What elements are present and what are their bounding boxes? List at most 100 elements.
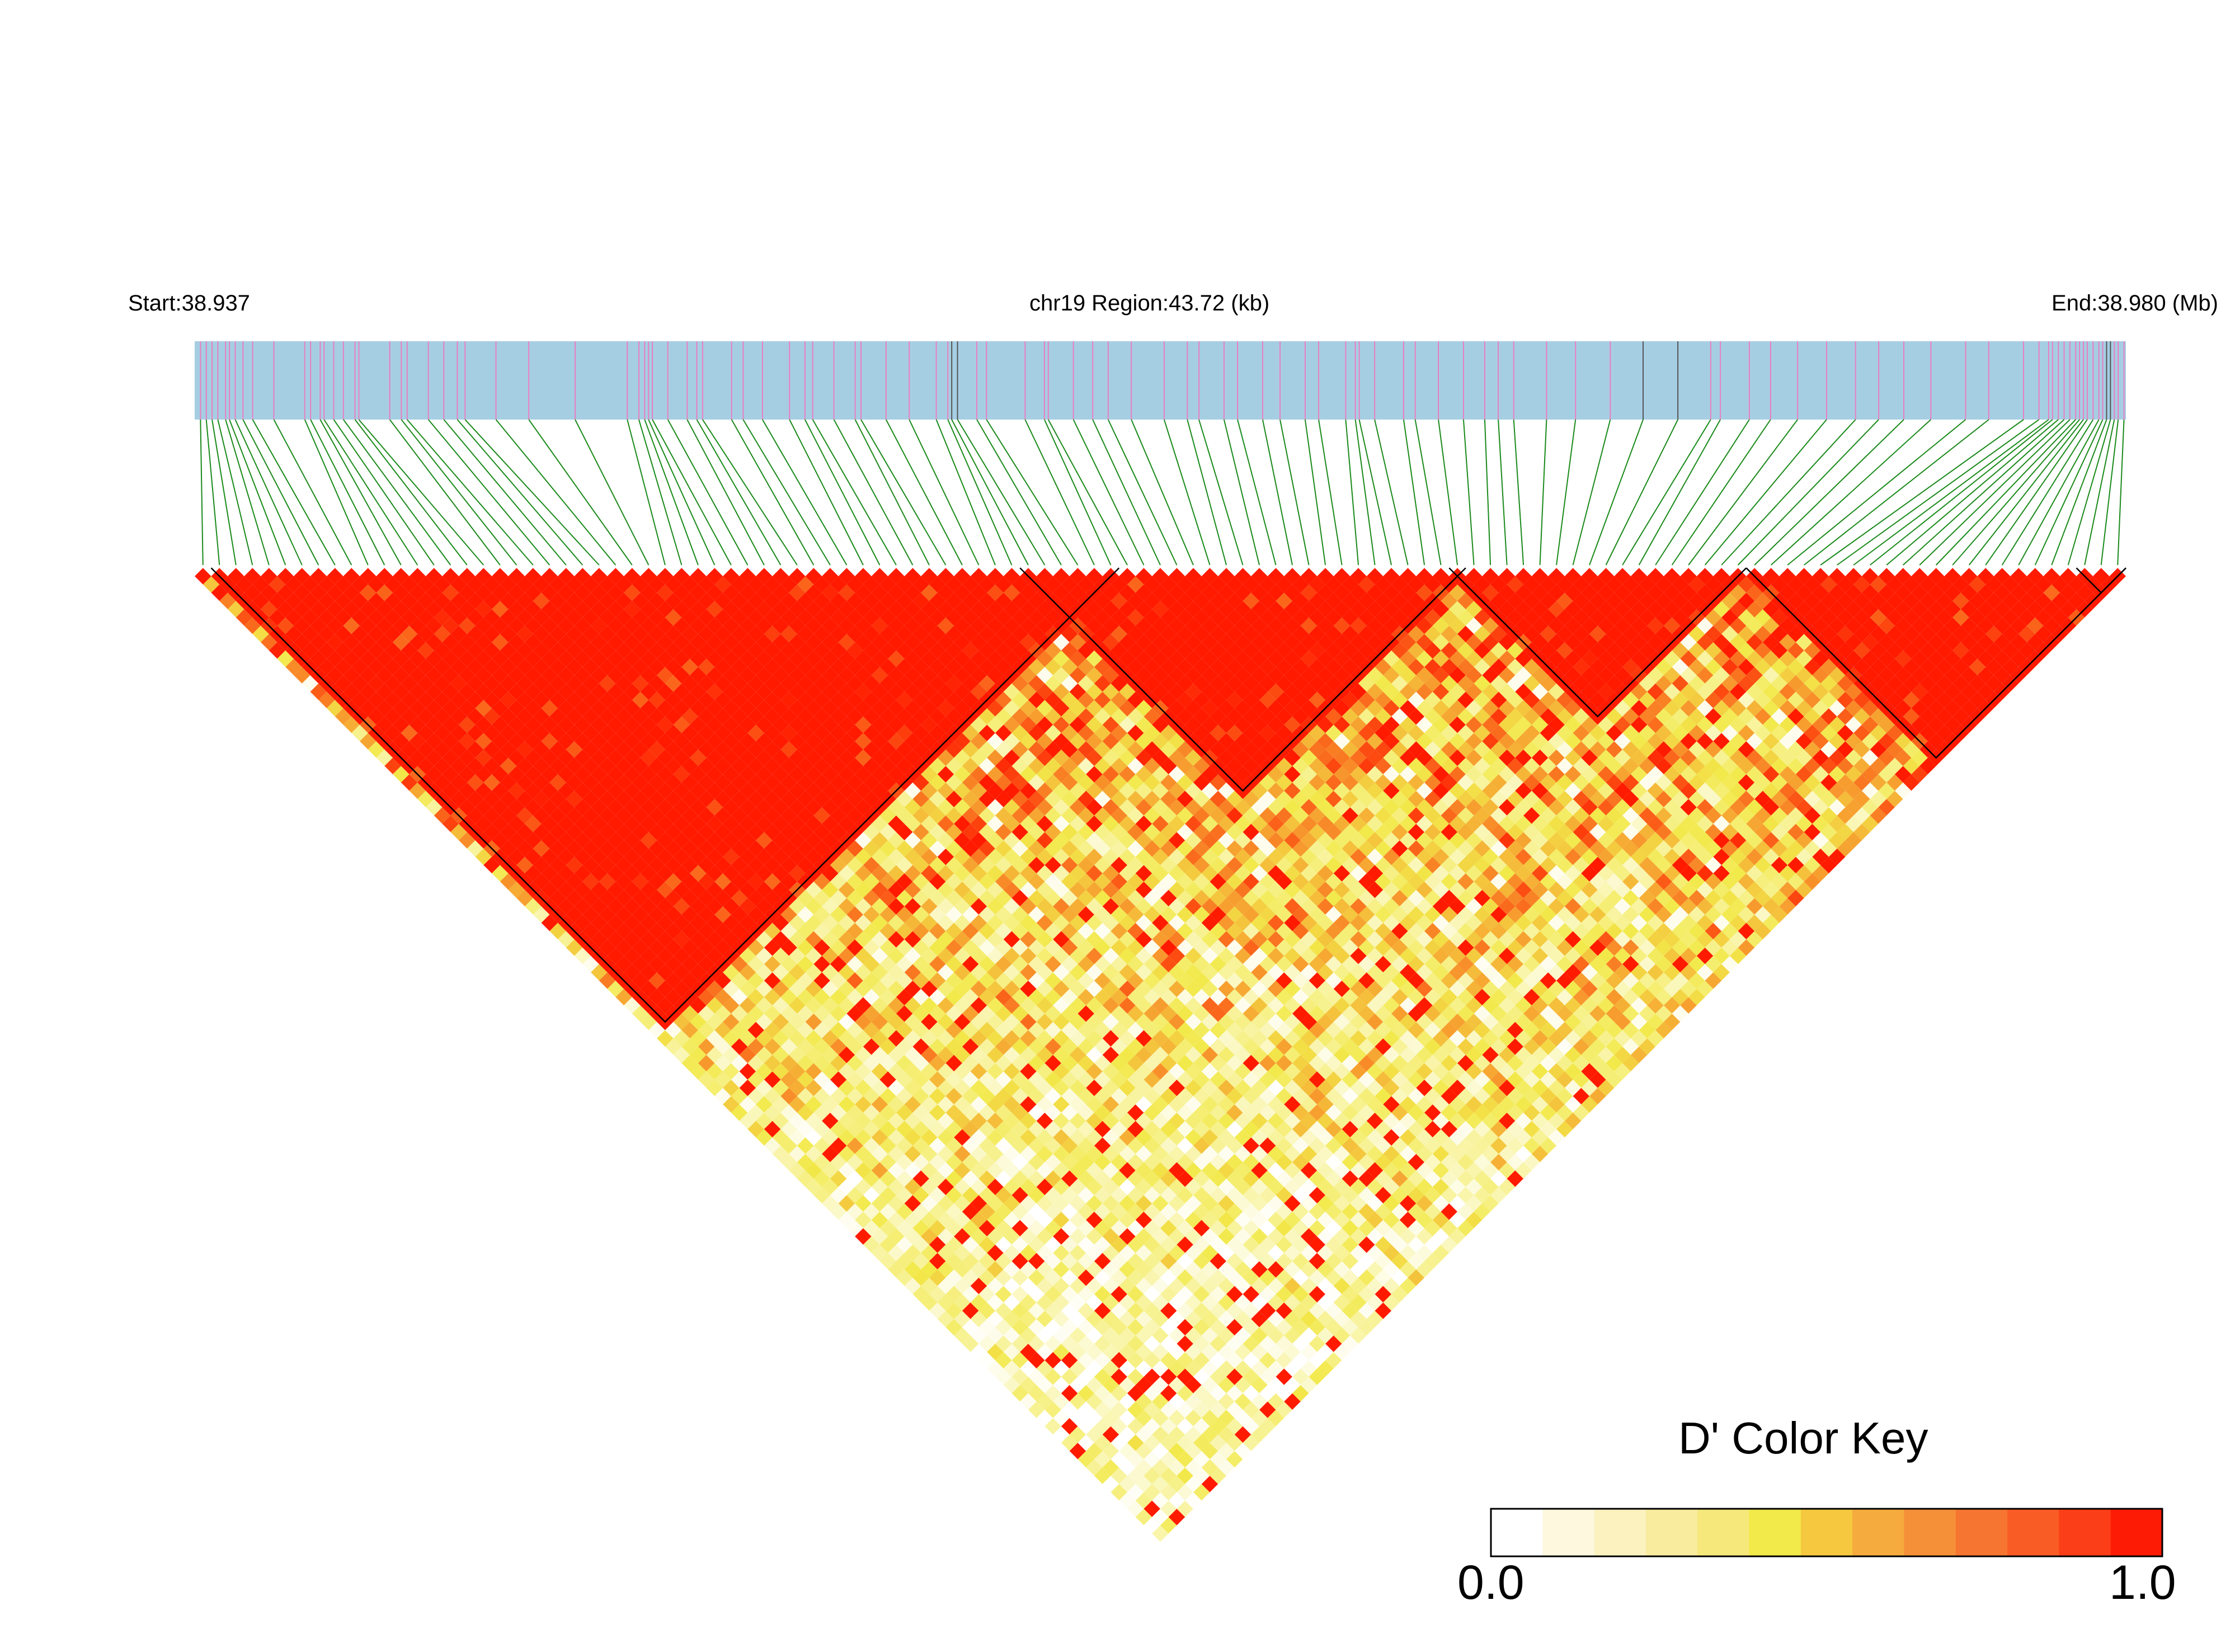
ld-cell (1020, 1244, 1037, 1262)
ld-cell (995, 1368, 1012, 1385)
snp-connector-line (627, 419, 666, 566)
ld-cell (467, 840, 484, 857)
ld-cell (1127, 1302, 1144, 1319)
ld-cell (450, 592, 467, 610)
ld-cell (1011, 1170, 1028, 1187)
ld-cell (838, 947, 855, 964)
ld-cell (756, 898, 773, 915)
ld-cell (978, 1170, 995, 1187)
snp-connector-line (976, 419, 1062, 566)
ld-cell (500, 741, 517, 758)
ld-cell (978, 1236, 995, 1253)
ld-cell (871, 1079, 888, 1096)
ld-cell (442, 815, 459, 832)
ld-cell (954, 1261, 971, 1278)
ld-cell (673, 1013, 690, 1030)
ld-cell (492, 865, 509, 882)
ld-cell (1193, 1467, 1210, 1484)
ld-cell (516, 856, 533, 874)
ld-cell (879, 1203, 896, 1220)
ld-cell (937, 1294, 954, 1311)
ld-cell (360, 667, 377, 684)
ld-cell (954, 1327, 971, 1344)
ld-cell (516, 708, 533, 725)
ld-cell (442, 601, 459, 618)
ld-cell (393, 584, 410, 601)
snp-connector-line (1539, 419, 1547, 566)
ld-cell (822, 1096, 839, 1113)
ld-cell (475, 700, 492, 717)
ld-cell (1020, 1327, 1037, 1344)
ld-cell (739, 1046, 756, 1063)
ld-cell (1135, 1393, 1152, 1410)
ld-cell (1003, 1261, 1020, 1278)
ld-cell (417, 675, 434, 692)
ld-cell (690, 848, 707, 865)
ld-cell (541, 799, 558, 816)
ld-cell (789, 1096, 806, 1113)
ld-cell (756, 1030, 773, 1047)
ld-cell (1193, 1335, 1210, 1352)
ld-cell (888, 1178, 905, 1196)
ld-cell (1020, 1360, 1037, 1377)
ld-cell (318, 592, 335, 610)
ld-cell (739, 1112, 756, 1129)
ld-cell (533, 774, 550, 791)
ld-cell (871, 1030, 888, 1047)
ld-cell (500, 873, 517, 890)
ld-cell (904, 1030, 921, 1047)
ld-cell (475, 848, 492, 865)
ld-cell (591, 700, 608, 717)
ld-cell (954, 1277, 971, 1295)
ld-cell (871, 1145, 888, 1162)
ld-cell (508, 634, 525, 651)
ld-cell (624, 881, 641, 898)
ld-cell (1003, 1096, 1020, 1113)
ld-cell (1053, 1343, 1070, 1361)
ld-cell (302, 609, 319, 626)
ld-cell (1069, 1195, 1086, 1212)
ld-cell (1069, 1409, 1086, 1427)
ld-cell (970, 1343, 987, 1361)
ld-cell (541, 848, 558, 865)
ld-cell (549, 741, 566, 758)
ld-cell (1119, 1360, 1136, 1377)
ld-cell (756, 947, 773, 964)
ld-cell (1086, 1261, 1103, 1278)
snp-connector-line (1092, 419, 1161, 566)
ld-cell (500, 840, 517, 857)
ld-cell (516, 724, 533, 742)
ld-cell (640, 848, 657, 865)
ld-cell (772, 1030, 789, 1047)
ld-cell (805, 898, 822, 915)
ld-cell (1144, 1286, 1160, 1303)
ld-cell (492, 799, 509, 816)
ld-cell (1160, 1434, 1177, 1451)
ld-cell (1003, 1244, 1020, 1262)
ld-cell (871, 1129, 888, 1146)
ld-cell (706, 997, 723, 1014)
ld-cell (574, 733, 591, 750)
ld-cell (1094, 1467, 1111, 1484)
ld-cell (310, 601, 327, 618)
ld-cell (1061, 1170, 1078, 1187)
ld-cell (459, 749, 476, 766)
ld-cell (789, 1030, 806, 1047)
ld-cell (459, 799, 476, 816)
ld-cell (1102, 1459, 1119, 1476)
ld-cell (739, 1063, 756, 1080)
ld-cell (1102, 1277, 1119, 1295)
ld-cell (533, 658, 550, 676)
ld-cell (525, 700, 542, 717)
ld-cell (1234, 1393, 1251, 1410)
ld-cell (558, 832, 575, 849)
ld-cell (459, 634, 476, 651)
ld-cell (921, 1178, 938, 1196)
ld-cell (1135, 1475, 1152, 1493)
ld-cell (888, 1096, 905, 1113)
ld-cell (640, 782, 657, 799)
ld-cell (640, 766, 657, 783)
ld-cell (549, 675, 566, 692)
ld-cell (673, 1030, 690, 1047)
ld-cell (1259, 1418, 1276, 1435)
